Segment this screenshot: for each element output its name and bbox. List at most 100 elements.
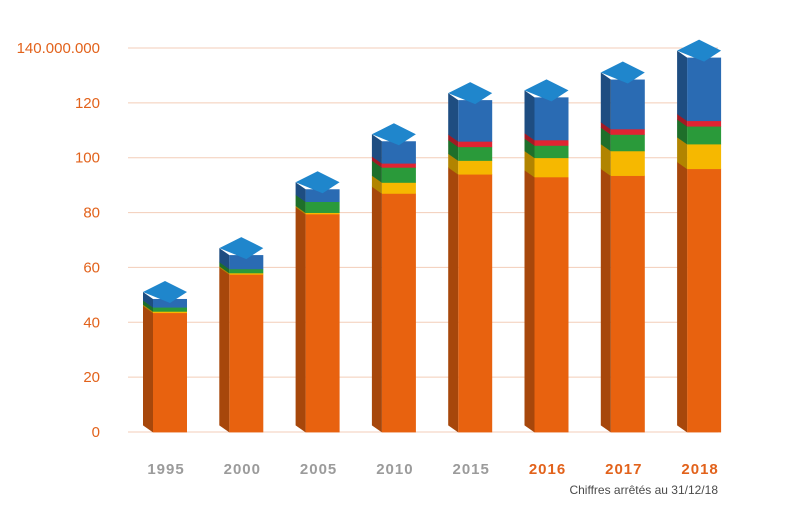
bar-segment-orange <box>229 274 264 433</box>
bar-side-blue <box>448 93 459 142</box>
x-tick-label: 2018 <box>681 461 718 478</box>
y-axis: 0 20 40 60 80 100 120 140.000.000 <box>17 40 100 441</box>
bar-1995 <box>143 280 187 433</box>
bar-segment-red <box>687 120 722 127</box>
bar-segment-red <box>610 128 645 135</box>
bar-segment-blue <box>381 141 416 164</box>
bar-top-face <box>295 171 340 194</box>
y-tick-label: 60 <box>83 259 100 276</box>
bar-side-blue <box>295 182 306 202</box>
y-tick-label: 40 <box>83 314 100 331</box>
bar-segment-blue <box>458 100 493 142</box>
bar-side-yellow <box>677 137 688 170</box>
bar-2010 <box>371 123 416 433</box>
bar-side-orange <box>600 168 611 433</box>
bar-side-blue <box>524 90 535 141</box>
bar-segment-orange <box>534 176 569 433</box>
x-tick-label: 2015 <box>453 461 490 478</box>
y-tick-label: 80 <box>83 205 100 222</box>
bar-side-green <box>219 261 230 274</box>
bar-segment-red <box>534 139 569 146</box>
bar-side-green <box>600 127 611 152</box>
bar-segment-yellow <box>153 311 187 314</box>
bar-side-red <box>677 113 688 127</box>
bar-side-red <box>448 134 459 148</box>
footnote: Chiffres arrêtés au 31/12/18 <box>569 483 718 497</box>
bar-segment-red <box>381 163 416 168</box>
bar-segment-green <box>305 201 340 213</box>
bar-segment-green <box>381 167 416 183</box>
bar-segment-blue <box>305 189 340 202</box>
bar-segment-orange <box>153 312 187 433</box>
bars <box>143 39 722 433</box>
x-tick-label: 1995 <box>147 461 184 478</box>
bar-top-face <box>219 237 264 260</box>
bar-side-blue <box>677 50 688 122</box>
y-tick-label: 140.000.000 <box>17 40 100 57</box>
bar-top-face <box>143 280 187 303</box>
bar-side-orange <box>219 267 230 433</box>
y-tick-label: 120 <box>75 95 100 112</box>
bar-segment-blue <box>534 97 569 141</box>
bar-2016 <box>524 79 569 433</box>
x-tick-label: 2000 <box>224 461 261 478</box>
bar-top-face <box>448 82 493 105</box>
bar-side-green <box>143 300 153 312</box>
bar-side-orange <box>677 161 688 433</box>
bar-side-yellow <box>524 150 535 178</box>
x-tick-label: 2017 <box>605 461 642 478</box>
y-tick-label: 0 <box>92 424 100 441</box>
bar-segment-green <box>534 145 569 159</box>
bar-segment-yellow <box>687 144 722 170</box>
bar-side-green <box>524 138 535 159</box>
bar-side-blue <box>600 72 611 130</box>
bar-segment-yellow <box>610 150 645 176</box>
x-axis: 1995 2000 2005 2010 2015 2016 2017 2018 <box>147 461 718 478</box>
bar-2018 <box>677 39 722 433</box>
bar-side-blue <box>371 134 382 164</box>
bar-segment-red <box>458 141 493 148</box>
bar-segment-orange <box>610 175 645 433</box>
bar-side-orange <box>524 169 535 433</box>
y-tick-label: 100 <box>75 150 100 167</box>
bar-side-red <box>600 121 611 135</box>
bar-segment-yellow <box>458 160 493 175</box>
bar-side-yellow <box>371 175 382 194</box>
bar-segment-orange <box>381 193 416 433</box>
bar-segment-orange <box>305 213 340 433</box>
bar-side-blue <box>143 291 153 308</box>
bar-side-yellow <box>295 205 306 215</box>
bar-segment-green <box>458 146 493 161</box>
bar-side-green <box>677 119 688 145</box>
bar-side-yellow <box>219 265 230 275</box>
bar-segment-green <box>153 307 187 312</box>
bar-side-orange <box>371 186 382 433</box>
x-tick-label: 2016 <box>529 461 566 478</box>
bar-side-yellow <box>600 143 611 176</box>
bar-segment-yellow <box>229 272 264 275</box>
bar-segment-yellow <box>534 157 569 178</box>
bar-2005 <box>295 171 340 433</box>
bar-side-red <box>371 156 382 168</box>
bar-side-orange <box>295 206 306 433</box>
bar-segment-orange <box>687 168 722 433</box>
bar-side-orange <box>448 167 459 433</box>
bar-2000 <box>219 237 264 433</box>
bar-segment-green <box>687 126 722 145</box>
bar-segment-blue <box>153 298 187 308</box>
bar-2015 <box>448 82 493 433</box>
bar-segment-blue <box>229 255 264 270</box>
bar-top-face <box>600 61 645 84</box>
bar-segment-green <box>610 134 645 152</box>
bar-top-face <box>371 123 416 146</box>
bar-segment-blue <box>610 79 645 130</box>
bar-segment-yellow <box>381 182 416 194</box>
y-tick-label: 20 <box>83 369 100 386</box>
bar-side-blue <box>219 248 230 270</box>
bar-side-red <box>524 132 535 146</box>
bar-side-orange <box>143 305 153 433</box>
bar-top-face <box>677 39 722 62</box>
bar-segment-orange <box>458 174 493 433</box>
x-tick-label: 2005 <box>300 461 337 478</box>
